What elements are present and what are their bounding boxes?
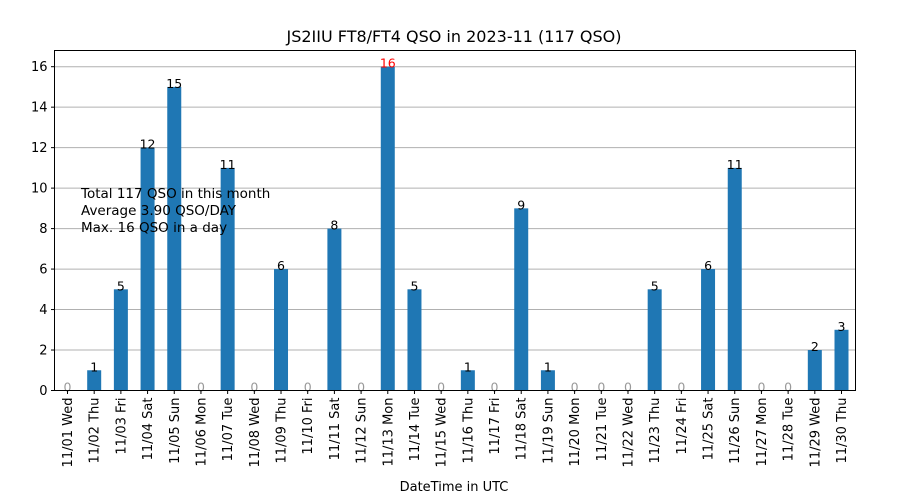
value-label: 5 [117,278,125,293]
value-label: 1 [464,359,472,374]
x-tick-label: 11/14 Tue [408,398,423,462]
bar-11-25-Sat [701,269,716,391]
value-label: 5 [410,278,418,293]
x-tick-label: 11/13 Mon [381,398,396,467]
x-tick-label: 11/19 Sun [541,398,556,464]
value-label: 2 [811,339,819,354]
value-label: 1 [544,359,552,374]
x-tick-label: 11/22 Wed [621,398,636,468]
value-label: 0 [784,380,792,395]
value-label: 8 [330,218,338,233]
bar-11-14-Tue [407,289,422,391]
x-tick-label: 11/23 Thu [648,398,663,464]
bar-11-13-Mon [380,66,395,391]
chart-title: JS2IIU FT8/FT4 QSO in 2023-11 (117 QSO) [285,27,621,46]
bar-11-03-Fri [113,289,128,391]
value-label: 0 [491,380,499,395]
y-tick-label: 6 [39,263,47,278]
value-label: 0 [624,380,632,395]
y-tick-label: 12 [31,141,48,156]
value-label: 6 [277,258,285,273]
bar-11-09-Thu [274,269,289,391]
value-label: 0 [597,380,605,395]
value-label: 12 [140,137,156,152]
bar-11-16-Thu [460,370,475,391]
bar-11-05-Sun [167,86,182,391]
x-tick-label: 11/01 Wed [61,398,76,468]
value-label: 0 [571,380,579,395]
value-label: 0 [197,380,205,395]
y-tick-label: 16 [31,60,48,75]
bar-11-29-Wed [807,350,822,391]
value-label: 5 [651,278,659,293]
x-tick-label: 11/25 Sat [702,398,717,461]
x-tick-label: 11/18 Sat [515,398,530,461]
x-tick-label: 11/21 Tue [595,398,610,462]
bar-11-19-Sun [540,370,555,391]
value-label: 0 [64,380,72,395]
bar-11-18-Sat [514,208,529,391]
value-label: 0 [437,380,445,395]
y-tick-label: 2 [39,344,47,359]
y-tick-label: 14 [31,101,48,116]
x-tick-label: 11/27 Mon [755,398,770,467]
value-label: 15 [166,76,182,91]
value-label: 0 [357,380,365,395]
x-tick-label: 11/10 Fri [301,398,316,455]
bar-11-30-Thu [834,329,849,391]
value-label: 11 [727,157,743,172]
x-tick-label: 11/28 Tue [782,398,797,462]
x-tick-label: 11/11 Sat [328,398,343,461]
x-tick-label: 11/05 Sun [168,398,183,464]
x-tick-label: 11/17 Fri [488,398,503,455]
value-label: 0 [304,380,312,395]
value-label: 11 [220,157,236,172]
x-tick-label: 11/06 Mon [194,398,209,467]
value-label: 9 [517,197,525,212]
x-axis-label: DateTime in UTC [400,480,509,495]
x-tick-label: 11/15 Wed [435,398,450,468]
bar-11-07-Tue [220,167,235,391]
bar-11-23-Thu [647,289,662,391]
bar-11-02-Thu [87,370,102,391]
x-tick-label: 11/03 Fri [114,398,129,455]
x-tick-label: 11/30 Thu [835,398,850,464]
x-tick-label: 11/29 Wed [808,398,823,468]
annotation-average: Average 3.90 QSO/DAY [81,203,237,219]
x-tick-label: 11/02 Thu [88,398,103,464]
x-tick-label: 11/09 Thu [275,398,290,464]
x-tick-label: 11/20 Mon [568,398,583,467]
annotation-max: Max. 16 QSO in a day [81,220,227,236]
x-tick-label: 11/26 Sun [728,398,743,464]
bar-11-04-Sat [140,147,155,391]
annotation-total: Total 117 QSO in this month [80,186,270,202]
y-tick-label: 0 [39,384,47,399]
value-label: 16 [380,56,396,71]
value-label: 0 [757,380,765,395]
value-label: 0 [677,380,685,395]
y-tick-label: 8 [39,222,47,237]
y-tick-label: 4 [39,303,47,318]
x-tick-label: 11/07 Tue [221,398,236,462]
value-label: 1 [90,359,98,374]
x-tick-label: 11/08 Wed [248,398,263,468]
value-label: 3 [838,319,846,334]
x-tick-label: 11/24 Fri [675,398,690,455]
x-tick-label: 11/04 Sat [141,398,156,461]
plot-frame [54,50,856,391]
bar-11-11-Sat [327,228,342,391]
y-tick-label: 10 [31,182,48,197]
x-tick-label: 11/16 Thu [461,398,476,464]
x-tick-label: 11/12 Sun [355,398,370,464]
value-label: 6 [704,258,712,273]
bar-11-26-Sun [727,167,742,391]
value-label: 0 [250,380,258,395]
